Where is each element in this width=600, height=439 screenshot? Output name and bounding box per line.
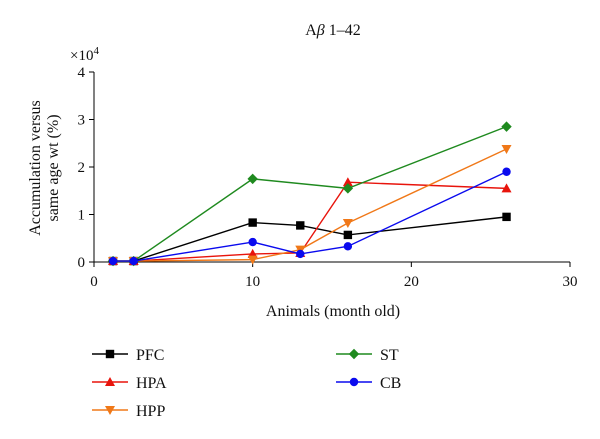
y-tick-label: 3	[78, 113, 86, 129]
data-point-st	[501, 121, 512, 132]
data-point-cb	[248, 237, 257, 247]
legend-marker-hpp	[105, 406, 115, 415]
legend-marker-st	[348, 348, 360, 360]
legend-item-st: ST	[336, 347, 399, 364]
series-line-hpp	[113, 148, 507, 262]
legend: PFC HPA HPP ST CB	[92, 347, 401, 420]
y-tick-label: 4	[78, 65, 86, 81]
legend-marker-pfc	[105, 349, 115, 359]
legend-label-hpp: HPP	[136, 403, 165, 420]
axes: 0 1 2 3 4 0 10 20 30	[78, 65, 578, 290]
x-tick-label: 30	[563, 274, 578, 290]
data-point-hpp	[501, 144, 512, 154]
legend-label-cb: CB	[380, 375, 401, 392]
legend-item-hpa: HPA	[92, 375, 167, 392]
chart-title: Aβ 1–42	[305, 22, 361, 39]
legend-label-pfc: PFC	[136, 347, 164, 364]
legend-label-st: ST	[380, 347, 399, 364]
data-point-cb	[343, 242, 353, 251]
data-point-cb	[108, 256, 118, 266]
data-point-pfc	[502, 212, 511, 222]
data-point-pfc	[296, 221, 305, 230]
series-line-st	[113, 125, 507, 262]
data-point-cb	[502, 167, 511, 176]
data-point-hpa	[342, 177, 353, 187]
x-tick-label: 10	[245, 274, 260, 290]
y-multiplier-label: ×104	[70, 45, 99, 64]
y-axis-label-line1: Accumulation versus	[27, 100, 44, 236]
plot-area	[107, 121, 512, 267]
x-axis-label: Animals (month old)	[266, 303, 400, 320]
data-point-st	[342, 183, 354, 194]
y-tick-label: 0	[78, 255, 86, 271]
legend-item-cb: CB	[336, 375, 401, 392]
data-point-hpp	[247, 255, 258, 265]
data-point-cb	[296, 249, 305, 259]
y-tick-label: 2	[78, 160, 86, 176]
x-tick-label: 0	[90, 274, 98, 290]
data-point-cb	[129, 256, 138, 266]
data-point-pfc	[248, 218, 257, 227]
legend-label-hpa: HPA	[136, 375, 167, 392]
legend-item-pfc: PFC	[92, 347, 164, 364]
y-axis-label-line2: same age wt (%)	[45, 114, 62, 221]
data-point-hpp	[342, 219, 353, 229]
y-tick-label: 1	[78, 208, 86, 224]
series-cb	[108, 167, 511, 266]
legend-item-hpp: HPP	[92, 403, 165, 420]
data-point-pfc	[343, 230, 353, 240]
data-point-st	[247, 173, 258, 185]
x-tick-label: 20	[404, 274, 419, 290]
legend-marker-hpa	[105, 377, 115, 386]
data-point-hpa	[501, 183, 512, 193]
series-hpp	[108, 144, 512, 267]
legend-marker-cb	[349, 377, 359, 387]
